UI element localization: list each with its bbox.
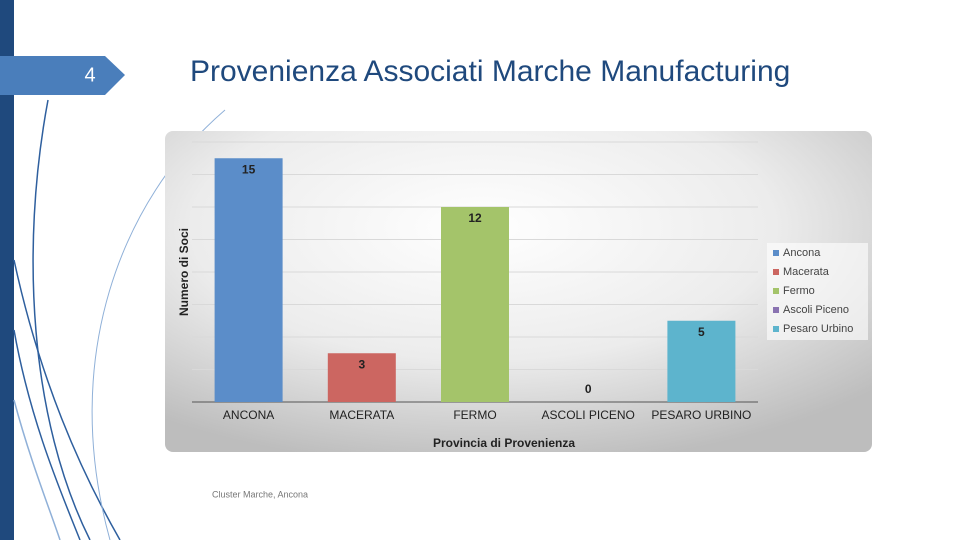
legend-label: Fermo	[783, 285, 815, 297]
legend-swatch	[773, 250, 779, 256]
bar	[327, 353, 396, 402]
footer: Cluster Marche, Ancona	[212, 489, 308, 499]
data-label: 0	[585, 382, 592, 396]
legend-label: Pesaro Urbino	[783, 323, 853, 335]
legend-label: Ascoli Piceno	[783, 304, 849, 316]
x-tick-label: ANCONA	[223, 408, 274, 422]
side-stripe	[0, 0, 14, 540]
x-tick-label: MACERATA	[329, 408, 394, 422]
data-label: 12	[468, 211, 482, 225]
bar	[667, 320, 736, 402]
bar	[214, 158, 283, 402]
legend-box	[767, 243, 868, 340]
data-label: 15	[242, 162, 256, 176]
data-label: 3	[358, 357, 365, 371]
y-axis-label: Numero di Soci	[177, 228, 191, 316]
legend-label: Macerata	[783, 266, 830, 278]
legend-swatch	[773, 307, 779, 313]
legend-swatch	[773, 288, 779, 294]
bar	[441, 207, 509, 402]
data-label: 5	[698, 325, 705, 339]
legend-label: Ancona	[783, 247, 821, 259]
legend-swatch	[773, 269, 779, 275]
slide-number-arrow	[0, 56, 125, 95]
x-axis-label: Provincia di Provenienza	[433, 436, 575, 450]
chart-title: Provenienza Associati Marche Manufacturi…	[190, 55, 790, 88]
x-tick-label: PESARO URBINO	[651, 408, 751, 422]
slide-number: 4	[84, 64, 95, 86]
decoration	[13, 99, 226, 540]
x-tick-label: ASCOLI PICENO	[542, 408, 635, 422]
x-tick-label: FERMO	[453, 408, 496, 422]
legend-swatch	[773, 326, 779, 332]
